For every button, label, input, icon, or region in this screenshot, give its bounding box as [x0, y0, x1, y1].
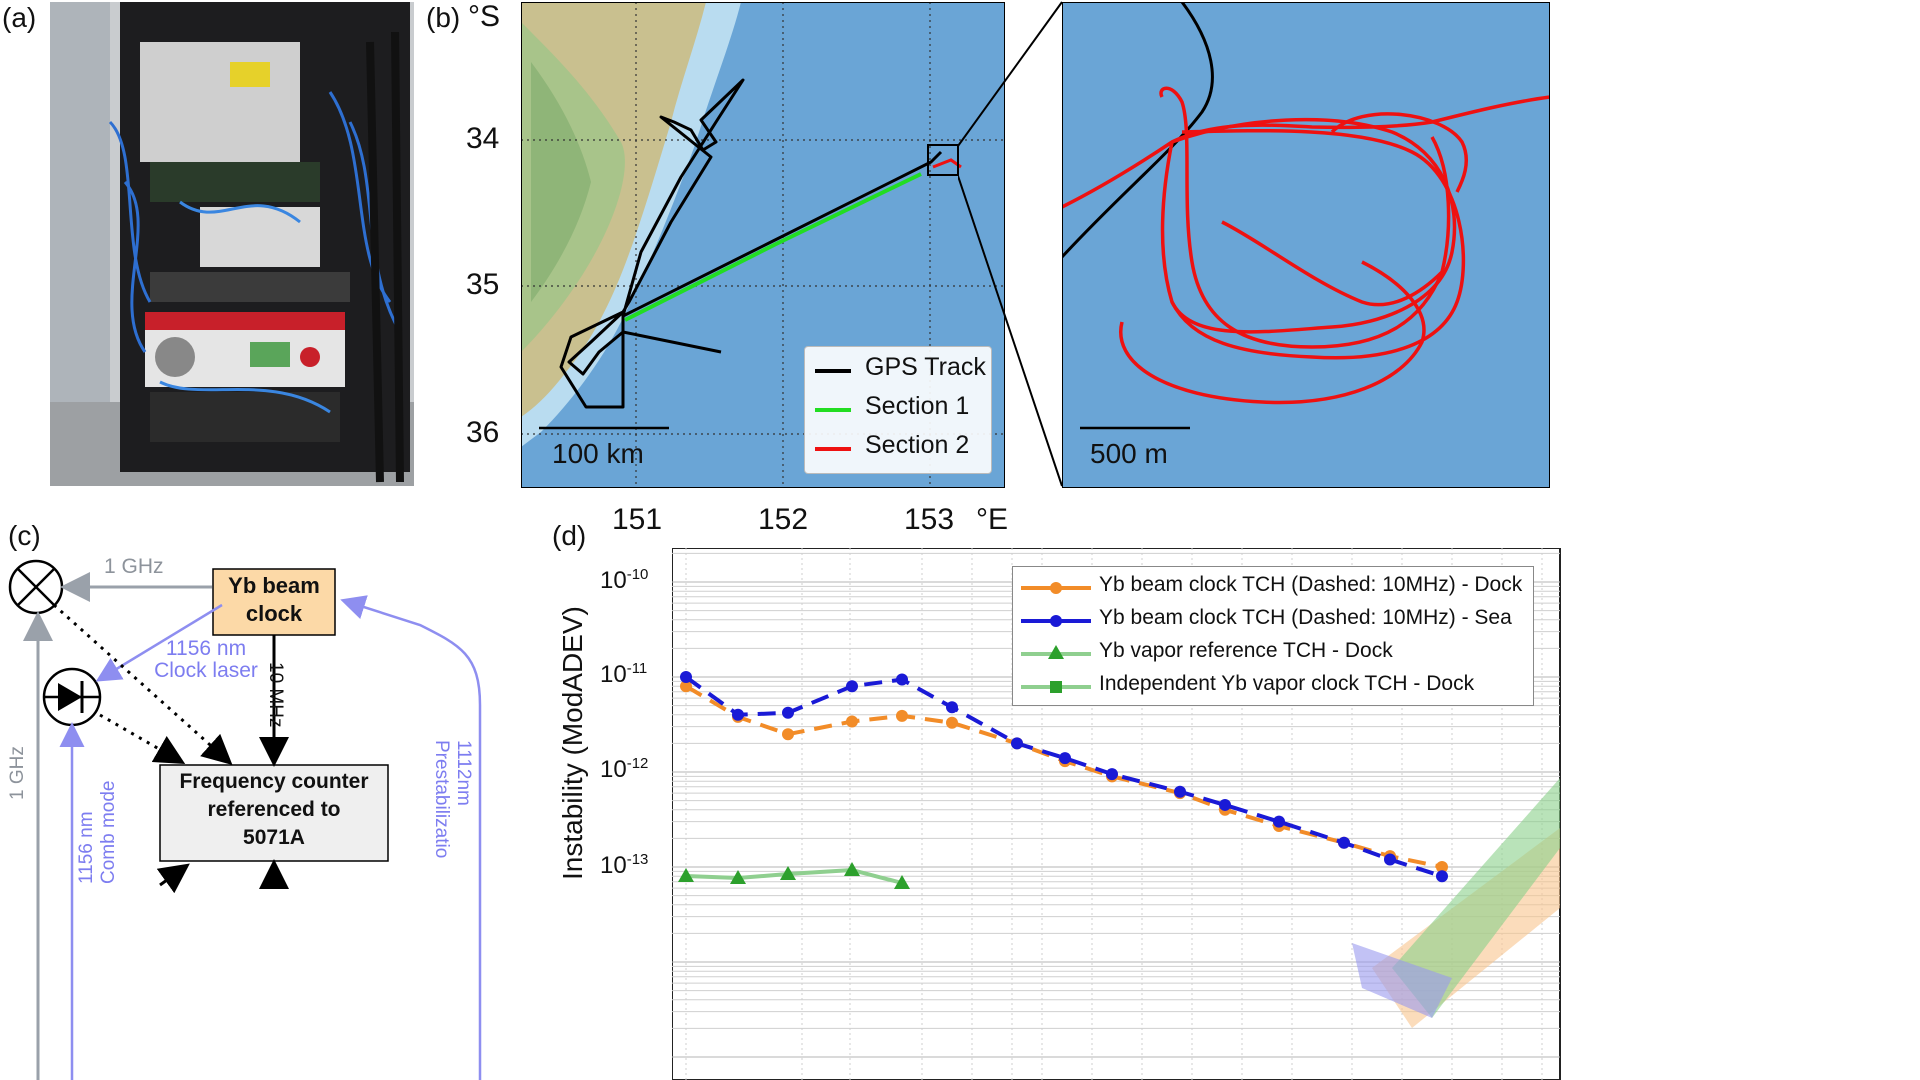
legend-swatch-section-2 [815, 447, 851, 451]
series-point-1-14 [1436, 870, 1448, 883]
chart-series [678, 671, 1448, 889]
legend-label-gps: GPS Track [865, 353, 986, 381]
series-point-1-13 [1384, 853, 1396, 866]
yb-clock-box [212, 568, 336, 636]
legend-label-vapor-clock: Independent Yb vapor clock TCH - Dock [1099, 672, 1475, 695]
lat-tick-34: 34 [466, 122, 500, 155]
series-point-1-5 [946, 701, 958, 714]
inset-map [1062, 2, 1550, 488]
frequency-counter-label: Frequency counter referenced to 5071A [179, 770, 369, 849]
panel-label-b: (b) [426, 2, 461, 33]
series-point-1-6 [1011, 737, 1023, 750]
series-point-1-10 [1219, 798, 1231, 811]
legend-swatch-gps [815, 369, 851, 373]
lon-tick-153: 153 [904, 503, 955, 536]
lat-tick-36: 36 [466, 416, 500, 449]
panel-label-a: (a) [2, 2, 37, 33]
series-point-0-5 [946, 716, 958, 729]
legend-label-section-2: Section 2 [865, 431, 970, 459]
series-point-1-7 [1059, 752, 1071, 765]
block-diagram [8, 559, 482, 1080]
inset-section-2-track [1062, 86, 1550, 405]
legend-label-vapor-ref: Yb vapor reference TCH - Dock [1099, 639, 1393, 662]
ytick-1e-13: 10-13 [600, 851, 649, 879]
panel-label-c: (c) [8, 520, 41, 551]
series-point-1-0 [680, 671, 692, 683]
series-point-2-2 [780, 866, 796, 880]
series-point-1-12 [1338, 836, 1350, 849]
gps-track [559, 78, 943, 409]
equipment-rack-photo [50, 2, 414, 486]
zoom-connector-lines [958, 1, 1063, 487]
lat-unit-label: °S [468, 0, 501, 33]
legend-label-dock: Yb beam clock TCH (Dashed: 10MHz) - Dock [1099, 573, 1523, 596]
diagram-label-prestabilization: 1112nm Prestabilizatio [431, 740, 474, 859]
series-point-1-4 [896, 673, 908, 686]
series-point-1-11 [1273, 815, 1285, 828]
series-point-1-8 [1106, 768, 1118, 781]
uncertainty-band-2 [1352, 943, 1452, 1018]
series-point-1-9 [1174, 785, 1186, 798]
section-1-track [624, 172, 922, 322]
panel-label-d: (d) [552, 520, 587, 551]
legend-marker-vapor-ref [1048, 645, 1064, 659]
series-point-0-0 [680, 680, 692, 693]
legend-marker-sea [1050, 615, 1062, 627]
ytick-1e-12: 10-12 [600, 755, 649, 783]
series-point-1-2 [782, 706, 794, 719]
diagram-label-10mhz: 10 MHz [265, 662, 286, 728]
series-point-0-4 [896, 709, 908, 722]
diagram-label-comb-mode: 1156 nm Comb mode [76, 780, 119, 885]
inset-box [927, 144, 959, 176]
lon-tick-151: 151 [612, 503, 663, 536]
series-point-1-1 [732, 708, 744, 721]
chart-bands [1352, 778, 1560, 1028]
scalebar-main-label: 100 km [552, 438, 644, 469]
lon-tick-152: 152 [758, 503, 809, 536]
frequency-counter-box [159, 764, 389, 862]
series-point-0-2 [782, 728, 794, 741]
inset-gps-track [1062, 2, 1214, 259]
series-line-1 [684, 675, 1443, 879]
diagram-label-clock-laser: 1156 nm Clock laser [154, 637, 258, 682]
series-point-2-3 [844, 862, 860, 876]
scalebar-inset-label: 500 m [1090, 438, 1168, 469]
chart-ylabel: Instability (ModADEV) [557, 606, 588, 880]
lon-unit-label: °E [976, 503, 1009, 536]
ytick-1e-10: 10-10 [600, 566, 649, 594]
series-point-2-0 [678, 868, 694, 882]
yb-clock-label: Yb beam clock [228, 573, 320, 626]
legend-marker-dock [1050, 582, 1062, 594]
series-point-0-3 [846, 715, 858, 728]
lat-tick-35: 35 [466, 268, 500, 301]
chart-legend: Yb beam clock TCH (Dashed: 10MHz) - Dock… [1012, 566, 1534, 706]
series-point-0-14 [1436, 861, 1448, 873]
map-legend: GPS Track Section 1 Section 2 [804, 346, 992, 474]
series-point-2-1 [730, 870, 746, 884]
diagram-label-1ghz-top: 1 GHz [104, 555, 164, 578]
diagram-label-1ghz-left: 1 GHz [7, 746, 28, 800]
legend-swatch-section-1 [815, 408, 851, 412]
legend-marker-vapor-clock [1050, 681, 1062, 693]
legend-label-sea: Yb beam clock TCH (Dashed: 10MHz) - Sea [1099, 606, 1512, 629]
legend-label-section-1: Section 1 [865, 392, 970, 420]
uncertainty-band-1 [1392, 778, 1560, 1018]
ytick-1e-11: 10-11 [600, 660, 648, 688]
series-point-2-4 [894, 875, 910, 889]
series-point-1-3 [846, 680, 858, 693]
